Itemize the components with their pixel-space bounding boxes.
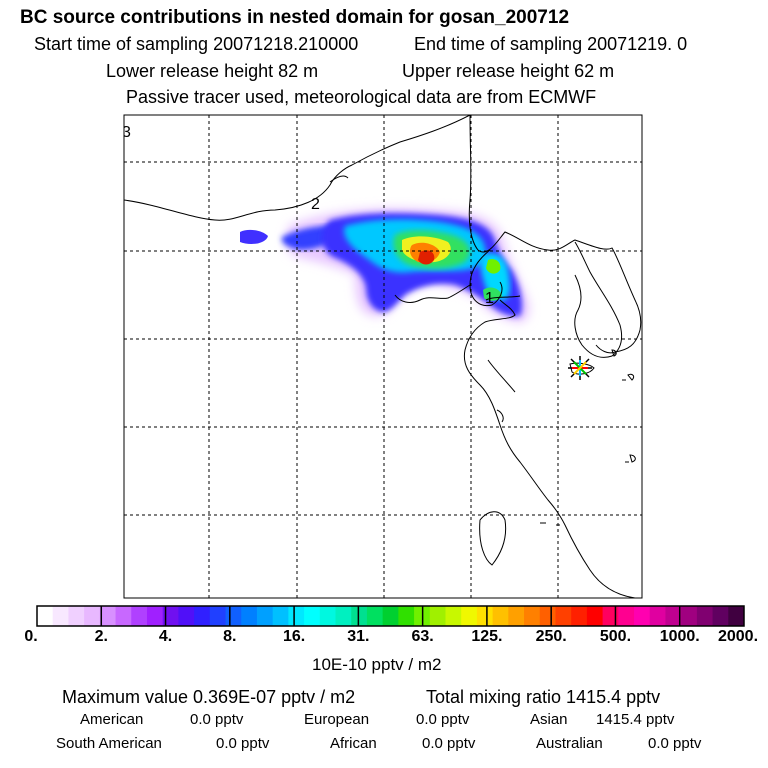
colorbar-tick-label: 500. [599,628,632,645]
colorbar-cell [319,606,337,626]
end-time-label: End time of sampling 20071219. 0 [414,34,688,54]
australian-label: Australian [536,735,603,752]
colorbar-cell [194,606,211,626]
asian-value: 1415.4 pptv [596,711,675,728]
european-value: 0.0 pptv [416,711,470,728]
colorbar-cell [256,606,274,626]
american-label: American [80,711,144,728]
colorbar-cell [728,606,745,626]
colorbar-tick-label: 31. [347,628,370,645]
colorbar-cell [225,606,242,626]
colorbar-cell [398,606,415,626]
colorbar-cell [241,606,258,626]
african-label: African [330,735,377,752]
colorbar-cell [524,606,541,626]
lower-release-label: Lower release height 82 m [106,61,319,81]
colorbar-tick-label: 16. [282,628,306,645]
contour-label-2: 2 [311,196,320,213]
colorbar-cell [304,606,321,626]
colorbar-tick-label: 250. [535,628,567,645]
colorbar-cell [429,606,446,626]
colorbar-cell [382,606,399,626]
start-time-label: Start time of sampling 20071218.210000 [34,34,359,54]
colorbar-cell [288,606,305,626]
african-value: 0.0 pptv [422,735,476,752]
south-american-label: South American [56,735,162,752]
european-label: European [304,711,370,728]
colorbar-cell [115,606,132,626]
colorbar-cell [131,606,148,626]
colorbar-cell [665,606,682,626]
colorbar-cell [696,606,714,626]
colorbar-tick-label: 125. [471,628,503,645]
contour-label-3: 3 [122,124,131,141]
colorbar-cell [366,606,384,626]
colorbar-cell [476,606,494,626]
colorbar-cell [461,606,478,626]
colorbar-tick-label: 4. [158,628,173,645]
colorbar-cell [178,606,195,626]
colorbar-cell [618,606,635,626]
colorbar-cell [508,606,525,626]
colorbar-cell [209,606,227,626]
colorbar-cell [539,606,556,626]
colorbar-tick-label: 63. [411,628,434,645]
colorbar-cell [634,606,651,626]
colorbar-tick-label: 0. [24,628,38,645]
colorbar-cell [146,606,164,626]
colorbar-cell [52,606,69,626]
australian-value: 0.0 pptv [648,735,702,752]
coastlines [124,115,642,598]
colorbar-cell [84,606,101,626]
receptor-star-icon [568,356,592,380]
total-mixing-ratio: Total mixing ratio 1415.4 pptv [426,687,661,707]
colorbar-tick-label: 8. [223,628,237,645]
colorbar-cell [492,606,509,626]
colorbar-cell [37,606,54,626]
tracer-note: Passive tracer used, meteorological data… [126,87,597,107]
colorbar-tick-label: 2000. [717,628,759,645]
colorbar-cell [351,606,368,626]
colorbar-unit: 10E-10 pptv / m2 [312,655,442,674]
lat-lon-grid [124,115,642,598]
colorbar-tick-label: 2. [94,628,108,645]
colorbar-cell [555,606,572,626]
colorbar-cell [649,606,666,626]
map-title: BC source contributions in nested domain… [20,7,570,28]
colorbar-cell [571,606,588,626]
colorbar-tick-label: 1000. [659,628,700,645]
maximum-value: Maximum value 0.369E-07 pptv / m2 [62,687,356,707]
colorbar-cell [586,606,604,626]
colorbar-cell [99,606,117,626]
colorbar-cell [445,606,462,626]
south-american-value: 0.0 pptv [216,735,270,752]
asian-label: Asian [530,711,568,728]
colorbar-cell [602,606,619,626]
colorbar-cell [712,606,729,626]
american-value: 0.0 pptv [190,711,244,728]
colorbar-cell [162,606,179,626]
colorbar-cell [681,606,698,626]
map-frame [123,114,643,599]
colorbar-cell [272,606,289,626]
colorbar-cell [68,606,85,626]
colorbar-cell [335,606,352,626]
upper-release-label: Upper release height 62 m [402,61,615,81]
